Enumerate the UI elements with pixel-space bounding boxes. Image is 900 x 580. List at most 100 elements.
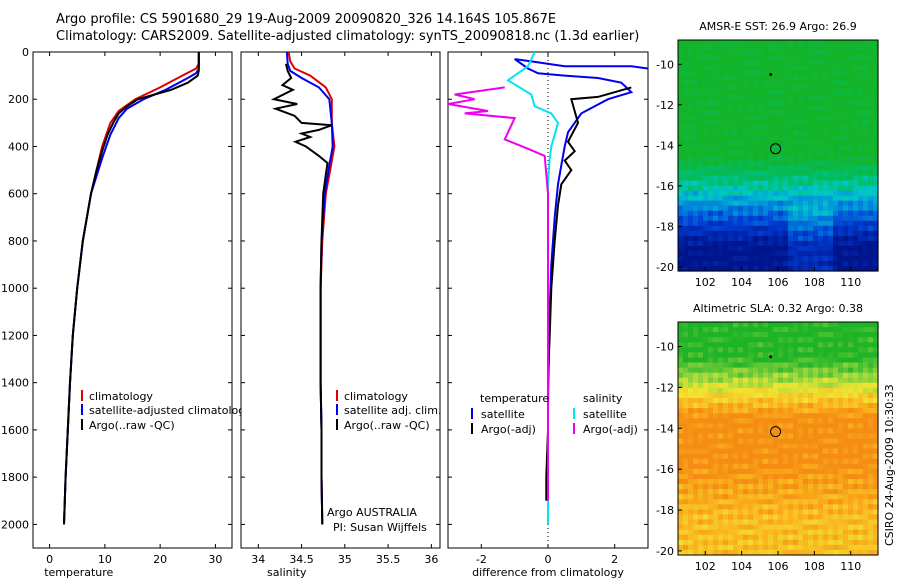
sla-cell (688, 479, 694, 485)
sla-cell (808, 423, 814, 429)
sla-cell (683, 372, 689, 379)
sst-cell (693, 95, 699, 101)
sst-cell (868, 140, 874, 146)
sla-cell (788, 428, 794, 435)
sst-cell (783, 150, 789, 157)
sst-cell (773, 220, 779, 227)
sst-cell (808, 250, 814, 257)
sla-cell (718, 468, 724, 475)
sst-cell (758, 125, 764, 131)
sst-cell (803, 45, 809, 51)
sla-cell (688, 484, 694, 490)
sla-cell (783, 357, 789, 364)
sst-cell (708, 210, 714, 217)
sla-cell (773, 357, 779, 364)
sla-cell (848, 367, 854, 374)
sla-cell (833, 347, 839, 353)
sla-cell (753, 524, 759, 531)
sla-cell (688, 509, 694, 516)
sst-cell (688, 225, 694, 232)
sla-cell (763, 382, 769, 389)
sla-cell (788, 438, 794, 445)
sla-cell (718, 423, 724, 429)
sst-cell (793, 220, 799, 227)
sla-cell (853, 362, 859, 369)
sla-cell (818, 357, 824, 364)
sla-cell (688, 403, 694, 409)
sst-cell (783, 60, 789, 66)
sla-cell (758, 398, 764, 404)
sst-cell (848, 125, 854, 131)
sst-cell (788, 190, 794, 197)
sst-cell (813, 250, 819, 257)
sla-cell (863, 453, 869, 460)
sla-cell (743, 549, 749, 556)
sla-cell (743, 357, 749, 364)
y-tick-label: 1200 (1, 329, 29, 342)
sst-cell (693, 105, 699, 111)
sst-cell (838, 250, 844, 257)
sla-cell (783, 504, 789, 510)
sla-cell (763, 337, 769, 343)
sla-cell (798, 489, 804, 495)
sst-cell (768, 95, 774, 101)
sst-cell (843, 195, 849, 202)
sla-cell (718, 398, 724, 404)
sla-cell (833, 544, 839, 551)
sst-cell (853, 240, 859, 247)
sla-cell (743, 352, 749, 359)
sst-cell (723, 180, 729, 187)
sla-cell (738, 539, 744, 546)
sla-cell (708, 413, 714, 419)
sst-cell (743, 55, 749, 61)
sst-cell (828, 205, 834, 212)
sst-cell (813, 220, 819, 227)
sst-cell (688, 55, 694, 61)
sst-cell (818, 215, 824, 222)
sst-cell (798, 250, 804, 257)
y-tick-label: -14 (656, 139, 674, 152)
sst-cell (758, 60, 764, 66)
y-tick-label: 1000 (1, 282, 29, 295)
sla-cell (788, 322, 794, 328)
sst-cell (843, 205, 849, 212)
sla-cell (833, 327, 839, 333)
legend-entry: climatology (89, 390, 153, 403)
x-tick-label: 110 (840, 560, 861, 573)
sst-cell (748, 266, 754, 272)
sst-cell (748, 140, 754, 146)
sst-cell (823, 75, 829, 81)
sst-cell (683, 45, 689, 51)
sla-cell (838, 382, 844, 389)
sla-cell (853, 342, 859, 348)
sla-cell (863, 347, 869, 353)
sla-cell (758, 549, 764, 556)
sla-cell (733, 337, 739, 343)
sla-cell (828, 438, 834, 445)
sst-cell (723, 230, 729, 237)
sla-cell (838, 403, 844, 409)
sst-cell (863, 250, 869, 257)
sla-cell (718, 458, 724, 465)
sla-cell (793, 418, 799, 424)
sla-cell (783, 509, 789, 516)
sla-cell (843, 423, 849, 429)
sla-cell (738, 337, 744, 343)
sst-cell (723, 115, 729, 121)
sla-cell (773, 367, 779, 374)
sst-cell (808, 195, 814, 202)
sst-cell (678, 105, 684, 111)
sla-cell (763, 484, 769, 490)
sst-cell (723, 140, 729, 146)
sla-cell (843, 529, 849, 536)
sst-cell (713, 80, 719, 86)
sla-cell (703, 403, 709, 409)
sla-cell (678, 332, 684, 338)
sla-cell (763, 423, 769, 429)
plot-frame (32, 51, 233, 549)
sst-cell (873, 225, 879, 232)
sst-cell (778, 60, 784, 66)
sst-cell (738, 75, 744, 81)
sst-cell (818, 90, 824, 96)
sst-cell (713, 170, 719, 177)
